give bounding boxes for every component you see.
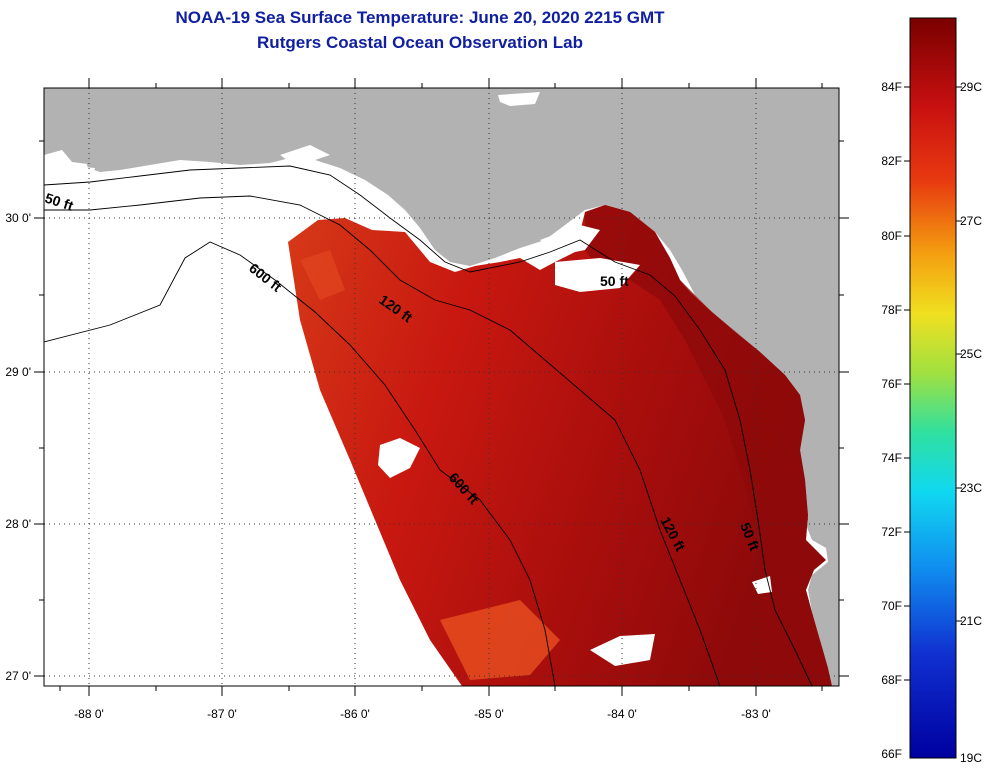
bathymetry-contours bbox=[44, 165, 813, 686]
land-area bbox=[44, 88, 839, 686]
lat-label: 30 0' bbox=[5, 211, 31, 225]
colorbar-f-label: 82F bbox=[881, 154, 902, 168]
colorbar-f-label: 76F bbox=[881, 377, 902, 391]
colorbar-f-label: 66F bbox=[881, 747, 902, 761]
colorbar-c-label: 29C bbox=[960, 80, 982, 94]
no-data-patch bbox=[590, 634, 655, 666]
map-border bbox=[43, 87, 840, 687]
colorbar-f-label: 78F bbox=[881, 303, 902, 317]
axis-ticks bbox=[34, 78, 849, 696]
colorbar-f-label: 68F bbox=[881, 673, 902, 687]
no-data-patch bbox=[555, 258, 640, 292]
no-data-patch bbox=[498, 92, 540, 106]
colorbar-c-label: 23C bbox=[960, 481, 982, 495]
no-data-patch bbox=[44, 152, 95, 182]
no-data-patch bbox=[280, 145, 330, 162]
chart-subtitle: Rutgers Coastal Ocean Observation Lab bbox=[257, 33, 583, 52]
colorbar-f-label: 72F bbox=[881, 525, 902, 539]
lon-label: -84 0' bbox=[607, 707, 637, 721]
colorbar-f-label: 84F bbox=[881, 80, 902, 94]
lon-label: -86 0' bbox=[340, 707, 370, 721]
colorbar-c-label: 21C bbox=[960, 614, 982, 628]
lat-label: 29 0' bbox=[5, 365, 31, 379]
no-data-patch bbox=[378, 438, 420, 478]
no-data-patch bbox=[540, 225, 600, 255]
colorbar-f-label: 80F bbox=[881, 229, 902, 243]
colorbar-f-label: 74F bbox=[881, 451, 902, 465]
colorbar-c-label: 19C bbox=[960, 751, 982, 765]
contour-120ft bbox=[44, 195, 721, 686]
no-data-patch bbox=[752, 576, 772, 594]
colorbar-c-label: 27C bbox=[960, 214, 982, 228]
lon-label: -87 0' bbox=[207, 707, 237, 721]
lat-label: 28 0' bbox=[5, 517, 31, 531]
contour-label: 50 ft bbox=[600, 273, 629, 289]
chart-title: NOAA-19 Sea Surface Temperature: June 20… bbox=[175, 8, 665, 27]
colorbar bbox=[909, 17, 957, 759]
contour-600ft bbox=[44, 241, 556, 686]
sst-cool-patch bbox=[300, 250, 345, 300]
lon-label: -88 0' bbox=[74, 707, 104, 721]
lon-label: -83 0' bbox=[741, 707, 771, 721]
lon-label: -85 0' bbox=[474, 707, 504, 721]
lat-label: 27 0' bbox=[5, 669, 31, 683]
sst-cool-patch bbox=[440, 600, 560, 680]
sst-warm-coastal bbox=[585, 205, 808, 560]
colorbar-ticks bbox=[904, 86, 962, 681]
contour-50ft-west bbox=[44, 165, 813, 686]
colorbar-c-label: 25C bbox=[960, 347, 982, 361]
colorbar-f-label: 70F bbox=[881, 599, 902, 613]
